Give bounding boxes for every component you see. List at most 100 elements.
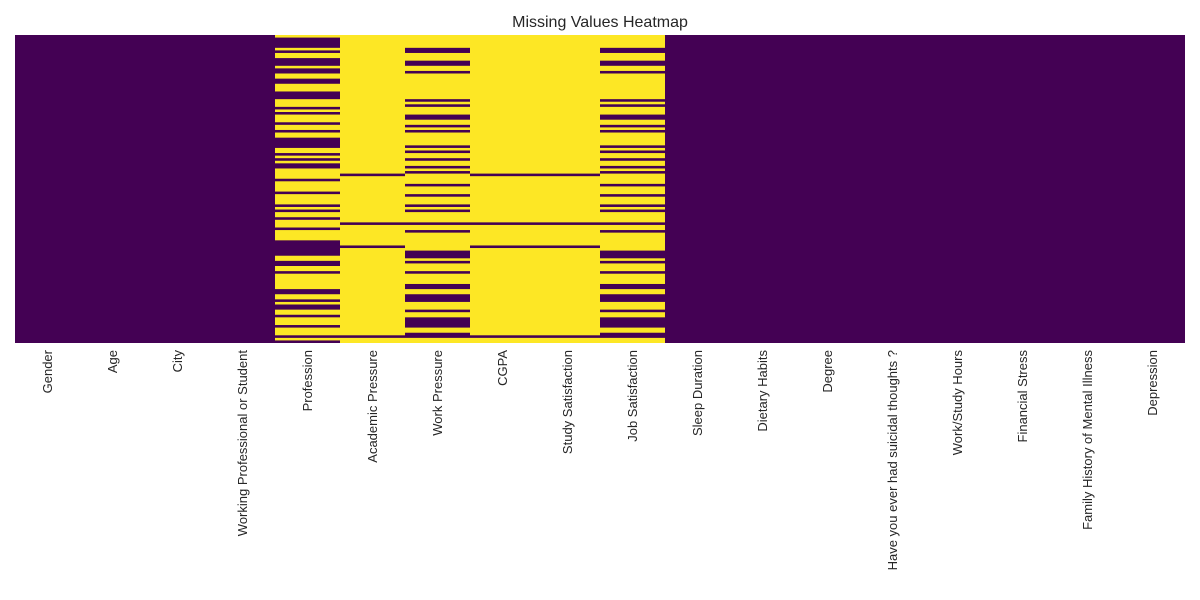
missing-cell xyxy=(275,109,340,112)
missing-cell xyxy=(535,176,600,223)
x-tick-label: Family History of Mental Illness xyxy=(1080,350,1095,530)
missing-cell xyxy=(405,52,470,61)
missing-cell xyxy=(405,224,470,231)
missing-cell xyxy=(600,232,665,251)
missing-cell xyxy=(405,101,470,105)
missing-cell xyxy=(275,194,340,205)
chart-title: Missing Values Heatmap xyxy=(512,14,688,31)
missing-cell xyxy=(405,153,470,159)
missing-cell xyxy=(405,168,470,172)
missing-cell xyxy=(275,255,340,261)
missing-cell xyxy=(405,301,470,310)
x-tick-label: Job Satisfaction xyxy=(625,350,640,442)
x-tick-label: Gender xyxy=(40,349,55,393)
heatmap-column-5 xyxy=(340,35,405,343)
missing-cell xyxy=(405,147,470,151)
missing-cell xyxy=(600,173,665,184)
x-tick-label: Dietary Habits xyxy=(755,350,770,432)
missing-cell xyxy=(275,124,340,130)
missing-cell xyxy=(275,212,340,218)
x-tick-label: Working Professional or Student xyxy=(235,350,250,537)
missing-cell xyxy=(340,337,405,343)
missing-cell xyxy=(470,176,535,223)
missing-cell xyxy=(405,65,470,71)
missing-cell xyxy=(405,106,470,115)
missing-cell xyxy=(405,263,470,272)
missing-cell xyxy=(275,337,340,341)
missing-cell xyxy=(600,301,665,310)
missing-cell xyxy=(600,186,665,195)
missing-cell xyxy=(275,47,340,51)
x-tick-labels: Gender Age City Working Professional or Stu… xyxy=(40,349,1160,570)
missing-cell xyxy=(275,114,340,123)
missing-cell xyxy=(470,337,535,343)
missing-cell xyxy=(405,273,470,284)
missing-cell xyxy=(600,127,665,130)
missing-cell xyxy=(275,73,340,79)
heatmap-column-6 xyxy=(405,35,470,343)
missing-cell xyxy=(600,263,665,272)
missing-cell xyxy=(340,35,405,174)
missing-cell xyxy=(405,35,470,48)
missing-cell xyxy=(275,168,340,179)
missing-cell xyxy=(275,99,340,107)
missing-cell xyxy=(405,196,470,205)
x-tick-label: Have you ever had suicidal thoughts ? xyxy=(885,350,900,570)
missing-cell xyxy=(600,212,665,223)
missing-cell xyxy=(600,52,665,61)
missing-cell xyxy=(275,83,340,92)
missing-cell xyxy=(405,337,470,343)
missing-cell xyxy=(535,35,600,174)
missing-cell xyxy=(535,224,600,246)
missing-cell xyxy=(600,327,665,333)
missing-cell xyxy=(600,224,665,231)
x-tick-label: Profession xyxy=(300,350,315,411)
missing-cell xyxy=(600,168,665,172)
missing-cell xyxy=(600,206,665,210)
missing-cell xyxy=(600,258,665,261)
missing-cell xyxy=(275,181,340,192)
missing-cell xyxy=(405,232,470,251)
missing-cell xyxy=(275,147,340,154)
missing-cell xyxy=(600,147,665,151)
heatmap-cells xyxy=(15,35,1185,343)
missing-cell xyxy=(275,35,340,38)
missing-cell xyxy=(275,230,340,241)
missing-cell xyxy=(405,327,470,333)
missing-cell xyxy=(340,176,405,223)
missing-cell xyxy=(600,101,665,105)
missing-cell xyxy=(600,119,665,125)
missing-cell xyxy=(470,224,535,246)
missing-cell xyxy=(535,248,600,336)
missing-cell xyxy=(405,289,470,295)
missing-cell xyxy=(275,52,340,59)
missing-cell xyxy=(405,160,470,166)
missing-cell xyxy=(600,160,665,166)
missing-cell xyxy=(275,317,340,326)
x-tick-label: Degree xyxy=(820,350,835,393)
x-tick-label: Depression xyxy=(1145,350,1160,416)
missing-cell xyxy=(600,35,665,48)
x-tick-label: Financial Stress xyxy=(1015,350,1030,443)
missing-cell xyxy=(470,35,535,174)
missing-cell xyxy=(600,73,665,100)
heatmap-column-9 xyxy=(600,35,665,343)
missing-cell xyxy=(600,106,665,115)
x-tick-label: Study Satisfaction xyxy=(560,350,575,454)
missing-cell xyxy=(275,309,340,315)
missing-cell xyxy=(275,294,340,300)
x-tick-label: Age xyxy=(105,350,120,373)
missing-cell xyxy=(405,127,470,130)
missing-cell xyxy=(600,153,665,159)
missing-cell xyxy=(470,248,535,336)
x-tick-label: CGPA xyxy=(495,350,510,386)
missing-cell xyxy=(600,289,665,295)
missing-cell xyxy=(600,65,665,71)
missing-cell xyxy=(535,337,600,343)
missing-cell xyxy=(405,73,470,100)
missing-cell xyxy=(275,219,340,228)
x-tick-label: Work Pressure xyxy=(430,350,445,436)
missing-cell xyxy=(275,206,340,210)
missing-cell xyxy=(405,206,470,210)
